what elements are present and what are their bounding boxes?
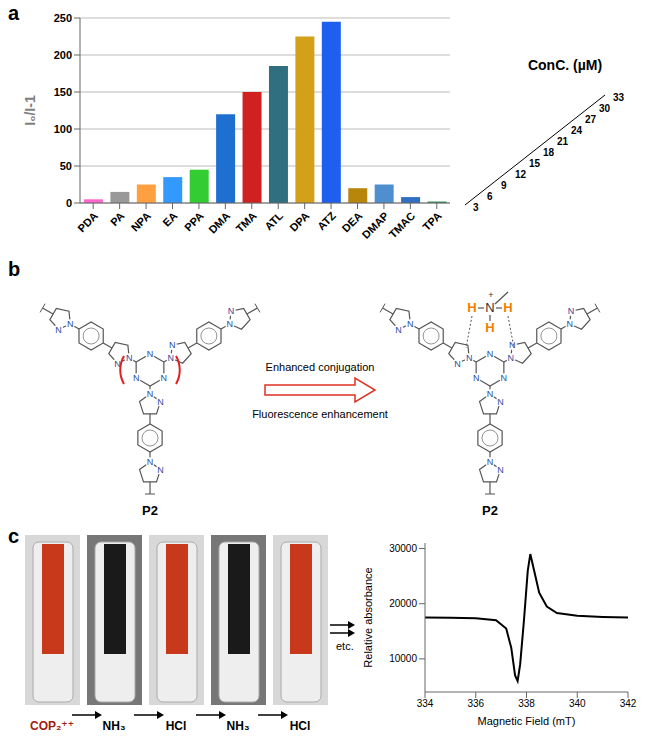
- svg-text:P2: P2: [142, 503, 158, 518]
- svg-text:H: H: [485, 320, 494, 335]
- svg-text:N: N: [487, 349, 494, 359]
- svg-text:250: 250: [54, 12, 72, 24]
- svg-text:N: N: [566, 319, 573, 329]
- svg-text:12: 12: [515, 169, 527, 180]
- svg-text:COP₂⁺⁺: COP₂⁺⁺: [30, 719, 74, 733]
- svg-text:PPA: PPA: [182, 209, 206, 233]
- svg-text:DMAP: DMAP: [359, 209, 390, 240]
- svg-text:N: N: [133, 373, 140, 383]
- svg-text:N: N: [55, 325, 62, 335]
- svg-text:NH₃: NH₃: [227, 719, 250, 733]
- svg-text:N: N: [466, 353, 473, 363]
- svg-text:N: N: [228, 306, 235, 316]
- svg-text:N: N: [147, 389, 154, 399]
- svg-text:N: N: [395, 325, 402, 335]
- html-text:b: b: [8, 258, 21, 280]
- svg-text:N: N: [147, 457, 154, 467]
- svg-text:N: N: [497, 465, 504, 475]
- svg-text:200: 200: [54, 49, 72, 61]
- svg-text:N: N: [168, 353, 175, 363]
- svg-text:N: N: [67, 319, 74, 329]
- svg-text:Enhanced conjugation: Enhanced conjugation: [266, 361, 375, 373]
- svg-text:DMA: DMA: [206, 209, 232, 235]
- html-text:c: c: [8, 525, 20, 547]
- svg-text:ConC. (µM): ConC. (µM): [528, 57, 602, 73]
- svg-text:Relative absorbance: Relative absorbance: [362, 567, 374, 667]
- svg-text:33: 33: [613, 92, 625, 103]
- svg-text:15: 15: [529, 158, 541, 169]
- svg-text:N: N: [485, 300, 494, 315]
- svg-text:338: 338: [518, 698, 535, 709]
- svg-text:TPA: TPA: [420, 209, 444, 233]
- svg-text:N: N: [226, 319, 233, 329]
- svg-text:334: 334: [417, 698, 434, 709]
- svg-text:N: N: [487, 389, 494, 399]
- svg-text:H: H: [503, 300, 512, 315]
- svg-text:50: 50: [60, 160, 72, 172]
- svg-text:HCl: HCl: [290, 719, 311, 733]
- svg-text:N: N: [407, 319, 414, 329]
- svg-text:N: N: [487, 457, 494, 467]
- svg-text:N: N: [147, 349, 154, 359]
- svg-text:HCl: HCl: [166, 719, 187, 733]
- svg-text:NH₃: NH₃: [103, 719, 126, 733]
- svg-text:N: N: [509, 340, 516, 350]
- svg-text:30: 30: [599, 103, 611, 114]
- svg-text:N: N: [161, 373, 168, 383]
- svg-text:N: N: [126, 353, 133, 363]
- svg-text:ATL: ATL: [262, 209, 285, 232]
- svg-text:+: +: [488, 290, 493, 300]
- svg-text:PA: PA: [108, 209, 127, 228]
- svg-text:TMA: TMA: [233, 209, 258, 234]
- svg-text:PDA: PDA: [75, 209, 100, 234]
- svg-text:21: 21: [557, 136, 569, 147]
- svg-text:9: 9: [501, 180, 507, 191]
- svg-text:N: N: [169, 340, 176, 350]
- svg-text:DPA: DPA: [287, 209, 311, 233]
- svg-text:30000: 30000: [389, 543, 417, 554]
- svg-text:P2: P2: [482, 503, 498, 518]
- svg-text:N: N: [454, 359, 461, 369]
- svg-text:N: N: [501, 373, 508, 383]
- svg-text:NPA: NPA: [129, 209, 153, 233]
- svg-text:N: N: [497, 397, 504, 407]
- svg-text:N: N: [114, 358, 121, 369]
- svg-text:150: 150: [54, 86, 72, 98]
- svg-text:N: N: [157, 465, 164, 475]
- svg-text:Fluorescence enhancement: Fluorescence enhancement: [252, 408, 388, 420]
- svg-text:100: 100: [54, 123, 72, 135]
- svg-text:342: 342: [620, 698, 637, 709]
- html-text:a: a: [8, 2, 20, 24]
- svg-text:3: 3: [473, 202, 479, 213]
- svg-text:N: N: [508, 353, 515, 363]
- svg-text:EA: EA: [160, 209, 179, 228]
- svg-text:18: 18: [543, 147, 555, 158]
- svg-text:I₀/I-1: I₀/I-1: [22, 95, 38, 126]
- svg-text:6: 6: [487, 191, 493, 202]
- svg-text:20000: 20000: [389, 598, 417, 609]
- svg-text:N: N: [568, 306, 575, 316]
- svg-text:DEA: DEA: [339, 209, 365, 235]
- svg-text:10000: 10000: [389, 653, 417, 664]
- svg-text:H: H: [467, 300, 476, 315]
- svg-text:Magnetic Field (mT): Magnetic Field (mT): [478, 715, 576, 727]
- svg-text:N: N: [473, 373, 480, 383]
- svg-text:N: N: [157, 397, 164, 407]
- svg-text:ATZ: ATZ: [315, 209, 338, 232]
- svg-text:0: 0: [66, 197, 72, 209]
- svg-text:27: 27: [585, 114, 597, 125]
- svg-text:340: 340: [569, 698, 586, 709]
- svg-text:etc.: etc.: [336, 640, 354, 652]
- svg-text:336: 336: [467, 698, 484, 709]
- svg-text:TMAC: TMAC: [386, 209, 417, 240]
- svg-text:24: 24: [571, 125, 583, 136]
